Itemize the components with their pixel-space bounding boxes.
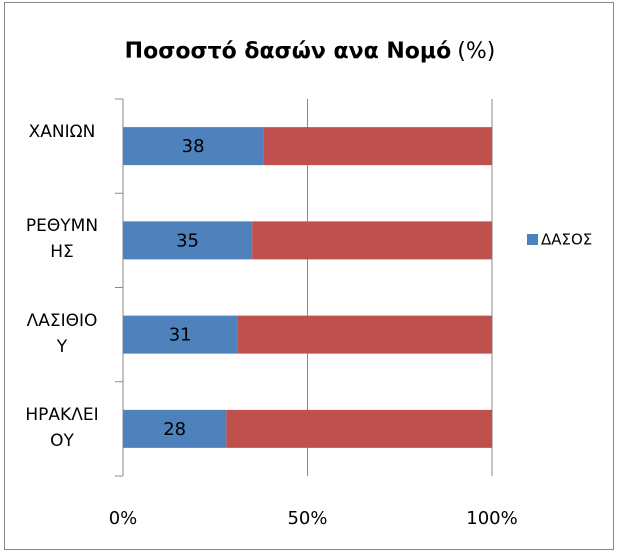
category-label: ΗΡΑΚΛΕΙΟΥ [25,404,99,451]
category-label: ΡΕΘΥΜΝΗΣ [25,216,99,263]
bar-segment [123,315,238,354]
bar-segment [123,127,264,166]
bar-segment [226,409,492,448]
x-tick-label: 100% [466,508,517,529]
chart-border [4,2,614,550]
category-label: ΧΑΝΙΩΝ [28,122,96,143]
chart-title-group: Ποσοστό δασών ανα Νομό (%) [125,39,496,64]
x-tick-label: 0% [109,508,138,529]
data-label: 38 [182,136,205,157]
category-label: ΛΑΣΙΘΙΟΥ [26,310,98,357]
bar-segment [252,221,492,260]
data-label: 28 [163,419,186,440]
data-label: 35 [176,230,199,251]
legend-swatch [527,234,538,245]
x-tick-label: 50% [287,508,327,529]
bar-segment [123,221,253,260]
bar-segment [263,127,492,166]
data-label: 31 [169,325,192,346]
chart-title-suffix: (%) [457,39,495,64]
legend-label: ΔΑΣΟΣ [541,231,592,249]
bar-segment [237,315,492,354]
bar-segment [123,409,227,448]
chart-title: Ποσοστό δασών ανα Νομό [125,39,452,64]
